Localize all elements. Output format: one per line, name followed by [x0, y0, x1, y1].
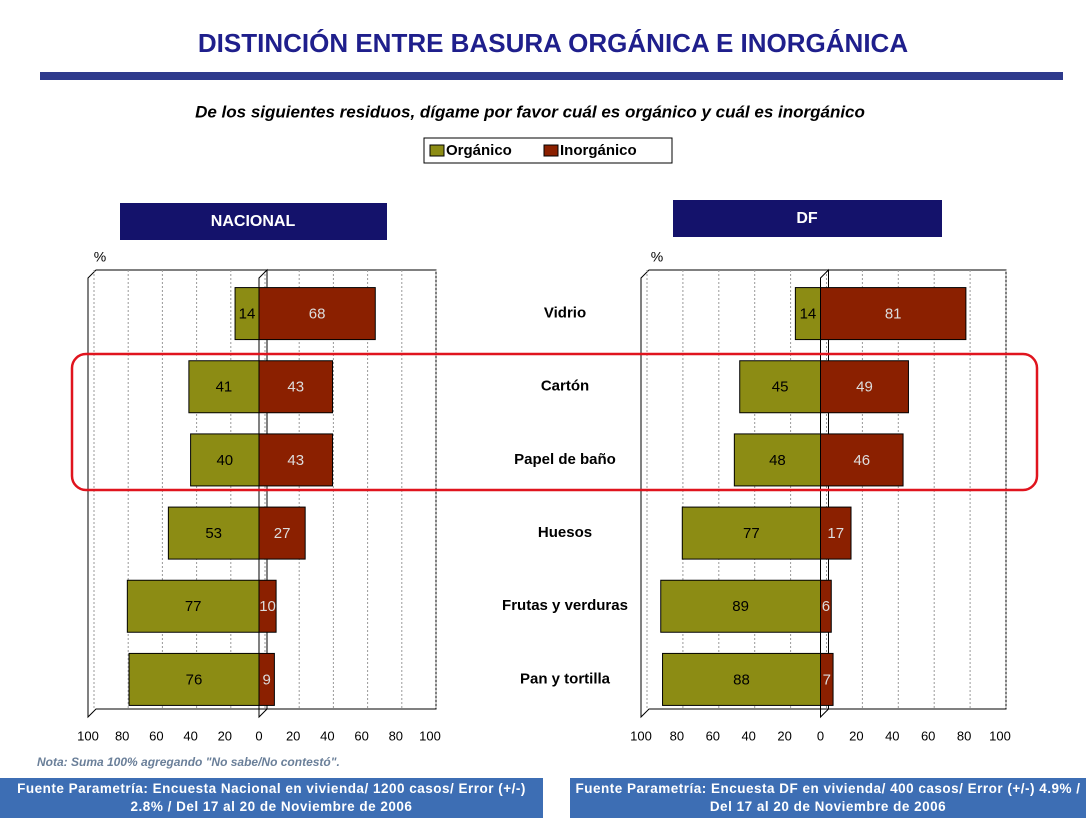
value-label: 77: [185, 598, 202, 615]
value-label: 81: [885, 306, 902, 323]
legend-swatch: [543, 144, 559, 157]
x-tick-label: 60: [354, 728, 368, 743]
x-tick-label: 60: [149, 728, 163, 743]
bar: [794, 287, 821, 341]
bar: [258, 652, 275, 706]
panel-header: [120, 203, 387, 240]
bar: [190, 433, 260, 487]
x-tick-label: 20: [849, 728, 863, 743]
value-label: 77: [743, 525, 760, 542]
bar: [820, 287, 967, 341]
panel-title: NACIONAL: [211, 213, 296, 230]
value-label: 43: [287, 452, 304, 469]
value-label: 76: [186, 671, 203, 688]
highlight: [70, 352, 1039, 492]
value-label: 40: [216, 452, 233, 469]
legend-swatch: [429, 144, 445, 157]
x-tick-label: 80: [389, 728, 403, 743]
x-tick-label: 40: [741, 728, 755, 743]
x-tick-label: 60: [706, 728, 720, 743]
x-tick-label: 60: [921, 728, 935, 743]
category-label: Huesos: [538, 524, 592, 541]
x-tick-label: 20: [777, 728, 791, 743]
bar: [820, 506, 852, 560]
bar: [733, 433, 822, 487]
value-label: 14: [800, 306, 817, 323]
bar: [258, 287, 376, 341]
category-label: Frutas y verduras: [502, 597, 628, 614]
category-label: Pan y tortilla: [520, 670, 611, 687]
value-label: 14: [239, 306, 256, 323]
bar: [258, 506, 306, 560]
x-tick-label: 100: [77, 728, 99, 743]
title-rule: [40, 72, 1063, 80]
value-label: 46: [853, 452, 870, 469]
x-tick-label: 0: [255, 728, 262, 743]
value-label: 27: [274, 525, 291, 542]
value-label: 9: [263, 671, 271, 688]
value-label: 68: [309, 306, 326, 323]
title: DISTINCIÓN ENTRE BASURA ORGÁNICA E INORG…: [198, 28, 908, 58]
source: Fuente Parametría: Encuesta Nacional en …: [0, 778, 543, 818]
bar: [820, 433, 904, 487]
legend-label: Orgánico: [446, 142, 512, 159]
subtitle: De los siguientes residuos, dígame por f…: [195, 102, 865, 121]
x-tick-label: 100: [630, 728, 652, 743]
bar: [258, 579, 277, 633]
bar: [128, 652, 260, 706]
bar: [662, 652, 821, 706]
panel-title: DF: [796, 210, 818, 227]
value-label: 41: [216, 379, 233, 396]
legend-label: Inorgánico: [560, 142, 637, 159]
x-tick-label: 0: [817, 728, 824, 743]
x-tick-label: 80: [115, 728, 129, 743]
category-label: Vidrio: [544, 305, 586, 322]
value-label: 45: [772, 379, 789, 396]
x-tick-label: 20: [286, 728, 300, 743]
value-label: 53: [205, 525, 222, 542]
bar: [820, 652, 834, 706]
bar: [739, 360, 821, 414]
bar: [258, 360, 334, 414]
x-tick-label: 100: [989, 728, 1011, 743]
value-label: 48: [769, 452, 786, 469]
value-label: 89: [732, 598, 749, 615]
x-tick-label: 40: [183, 728, 197, 743]
value-label: 6: [822, 598, 830, 615]
axis-label: %: [94, 249, 106, 265]
source: Fuente Parametría: Encuesta DF en vivien…: [570, 778, 1086, 818]
bar: [188, 360, 260, 414]
x-tick-label: 80: [957, 728, 971, 743]
value-label: 49: [856, 379, 873, 396]
zero-wall: [258, 268, 268, 719]
category-label: Cartón: [541, 378, 589, 395]
x-tick-label: 100: [419, 728, 441, 743]
note: Nota: Suma 100% agregando "No sabe/No co…: [37, 755, 340, 769]
x-tick-label: 20: [218, 728, 232, 743]
value-label: 7: [823, 671, 831, 688]
bar: [681, 506, 821, 560]
x-tick-label: 80: [670, 728, 684, 743]
zero-wall: [820, 268, 829, 719]
x-tick-label: 40: [320, 728, 334, 743]
bar: [820, 360, 909, 414]
value-label: 17: [827, 525, 844, 542]
value-label: 10: [259, 598, 276, 615]
x-tick-label: 40: [885, 728, 899, 743]
bar: [660, 579, 821, 633]
value-label: 88: [733, 671, 750, 688]
value-label: 43: [287, 379, 304, 396]
axis-label: %: [651, 249, 663, 265]
panel-header: [673, 200, 942, 237]
bar: [258, 433, 334, 487]
category-label: Papel de baño: [514, 451, 616, 468]
bar: [820, 579, 832, 633]
